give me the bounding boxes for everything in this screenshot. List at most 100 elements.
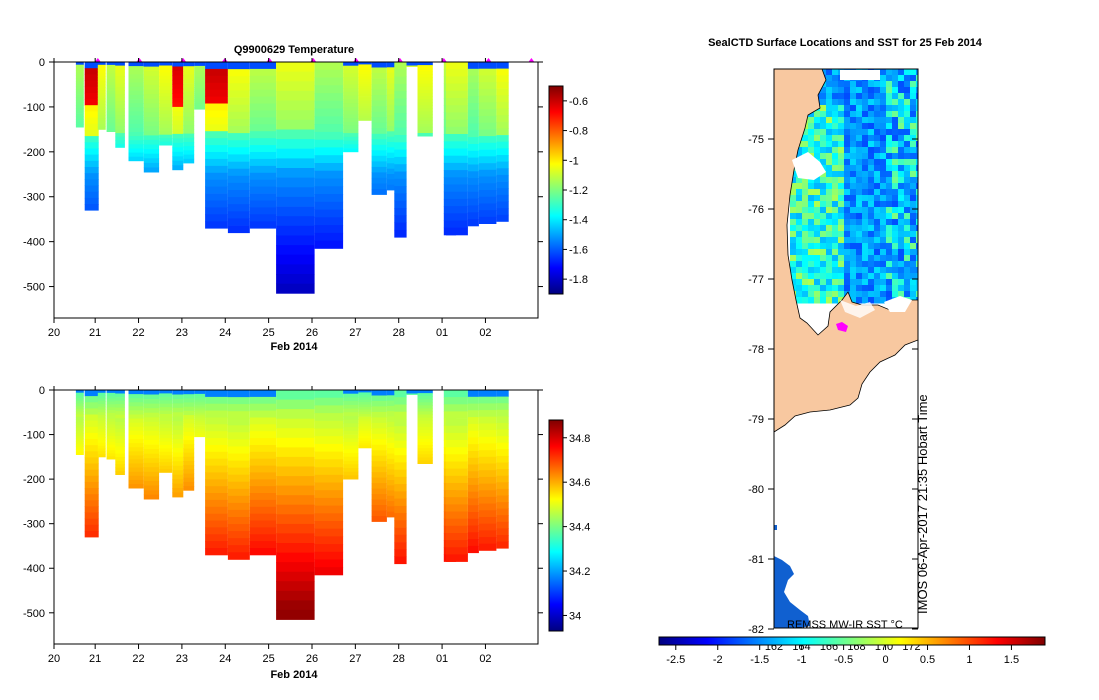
sst-cell	[844, 231, 851, 238]
salinity-cell	[394, 542, 407, 550]
sst-cell	[874, 93, 881, 100]
sst-cell	[862, 195, 869, 202]
temperature-cell	[394, 142, 407, 150]
salinity-cell	[205, 534, 228, 542]
sst-cell	[802, 243, 809, 250]
sst-cell	[826, 237, 833, 244]
sst-cell	[898, 201, 905, 208]
sst-cell	[892, 111, 899, 118]
salinity-cell	[249, 513, 277, 521]
sst-cell	[862, 153, 869, 160]
salinity-cell	[371, 510, 387, 517]
sst-cell	[832, 81, 839, 88]
temperature-cell	[159, 79, 173, 84]
temperature-cell	[205, 110, 228, 118]
temperature-cell	[194, 89, 206, 92]
sst-cell	[910, 171, 917, 178]
salinity-cell	[205, 445, 228, 453]
colorbar-tick-label: -0.8	[569, 126, 588, 138]
temperature-cell	[446, 105, 468, 113]
temperature-cell	[496, 168, 509, 176]
sst-cell	[814, 111, 821, 118]
temperature-cell	[446, 177, 468, 185]
sst-cell	[856, 189, 863, 196]
sst-cell	[904, 279, 911, 286]
sst-cell	[808, 213, 815, 220]
sst-cell	[808, 195, 815, 202]
salinity-cell	[172, 492, 184, 498]
sst-cell	[898, 213, 905, 220]
temperature-cell	[194, 95, 206, 98]
temperature-cell	[417, 99, 433, 103]
salinity-cell	[446, 454, 468, 462]
salinity-cell	[128, 402, 144, 407]
salinity-cell	[106, 421, 117, 425]
sst-cell	[814, 123, 821, 130]
sst-cell	[796, 237, 803, 244]
temperature-cell	[97, 118, 106, 122]
sst-cell	[868, 225, 875, 232]
x-tick-label: 27	[349, 653, 361, 665]
salinity-cell	[143, 421, 160, 427]
sst-cell	[856, 183, 863, 190]
salinity-cell	[394, 491, 407, 499]
sst-cell	[790, 207, 797, 214]
salinity-cell	[478, 436, 497, 444]
sst-cell	[880, 75, 887, 82]
sst-cell	[850, 285, 857, 292]
profile-marker	[310, 58, 317, 62]
temperature-cell	[183, 142, 195, 147]
temperature-cell	[172, 151, 184, 157]
salinity-cell	[446, 397, 468, 405]
sst-cell	[904, 123, 911, 130]
sst-cell	[814, 255, 821, 262]
temperature-cell	[115, 97, 125, 102]
sst-cell	[844, 81, 851, 88]
sst-cell	[916, 261, 918, 268]
sst-cell	[910, 105, 917, 112]
sst-cell	[910, 165, 917, 172]
salinity-cell	[371, 477, 387, 484]
temperature-cell	[249, 68, 277, 77]
sst-cell	[856, 81, 863, 88]
salinity-cell	[106, 413, 117, 417]
salinity-cell	[371, 488, 387, 495]
salinity-cell	[84, 426, 99, 434]
temperature-cell	[394, 98, 407, 107]
sst-cell	[808, 123, 815, 130]
salinity-cell	[128, 451, 144, 456]
sst-cell	[826, 171, 833, 178]
temperature-cell	[417, 102, 433, 106]
sst-cell	[820, 273, 827, 280]
sst-cell	[904, 285, 911, 292]
sst-cell	[832, 297, 839, 304]
salinity-cell	[496, 495, 509, 503]
sst-cell	[904, 165, 911, 172]
temperature-cell	[249, 158, 277, 167]
temperature-cell	[205, 158, 228, 167]
temperature-cell	[205, 62, 228, 70]
temperature-cell	[183, 150, 195, 155]
salinity-cell	[128, 467, 144, 473]
temperature-cell	[172, 88, 184, 94]
temperature-cell	[194, 107, 206, 110]
temperature-cell	[115, 129, 125, 134]
salinity-cell	[227, 488, 250, 497]
sst-cell	[886, 291, 893, 298]
salinity-cell	[358, 399, 372, 403]
salinity-cell	[159, 448, 173, 453]
sst-cell	[892, 99, 899, 106]
salinity-cell	[343, 442, 359, 447]
sst-cell	[796, 249, 803, 256]
temperature-cell	[115, 76, 125, 81]
salinity-cell	[478, 470, 497, 478]
sst-cell	[880, 81, 887, 88]
temperature-cell	[394, 208, 407, 216]
temperature-cell	[84, 167, 99, 174]
temperature-cell	[314, 163, 344, 172]
sst-cell	[874, 249, 881, 256]
salinity-cell	[467, 491, 479, 499]
sst-cell	[868, 231, 875, 238]
salinity-cell	[314, 521, 344, 530]
salinity-cell	[205, 548, 228, 556]
